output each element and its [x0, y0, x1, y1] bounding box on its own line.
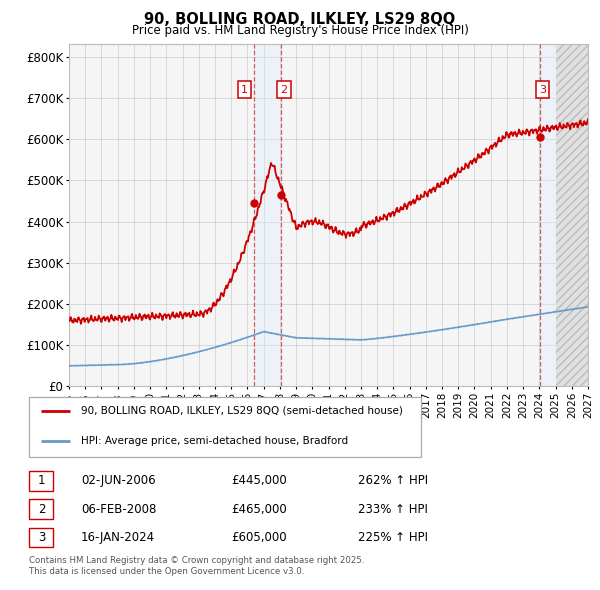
Text: 1: 1	[38, 474, 45, 487]
Text: Price paid vs. HM Land Registry's House Price Index (HPI): Price paid vs. HM Land Registry's House …	[131, 24, 469, 37]
Text: 1: 1	[241, 84, 248, 94]
Text: 2: 2	[280, 84, 287, 94]
FancyBboxPatch shape	[29, 527, 53, 548]
Text: 90, BOLLING ROAD, ILKLEY, LS29 8QQ: 90, BOLLING ROAD, ILKLEY, LS29 8QQ	[145, 12, 455, 27]
Text: £605,000: £605,000	[231, 531, 287, 544]
Text: Contains HM Land Registry data © Crown copyright and database right 2025.
This d: Contains HM Land Registry data © Crown c…	[29, 556, 365, 576]
FancyBboxPatch shape	[29, 397, 421, 457]
Text: 2: 2	[38, 503, 45, 516]
FancyBboxPatch shape	[29, 471, 53, 491]
FancyBboxPatch shape	[29, 499, 53, 519]
Bar	[556, 44, 588, 386]
Text: 02-JUN-2006: 02-JUN-2006	[81, 474, 156, 487]
Text: HPI: Average price, semi-detached house, Bradford: HPI: Average price, semi-detached house,…	[81, 436, 348, 446]
Text: 3: 3	[38, 531, 45, 544]
Text: 262% ↑ HPI: 262% ↑ HPI	[358, 474, 428, 487]
Text: 233% ↑ HPI: 233% ↑ HPI	[358, 503, 427, 516]
Bar	[540, 44, 556, 386]
Bar	[254, 44, 281, 386]
Text: 16-JAN-2024: 16-JAN-2024	[81, 531, 155, 544]
Text: 3: 3	[539, 84, 546, 94]
Text: 06-FEB-2008: 06-FEB-2008	[81, 503, 157, 516]
Text: £465,000: £465,000	[231, 503, 287, 516]
Text: 225% ↑ HPI: 225% ↑ HPI	[358, 531, 428, 544]
Bar	[556, 44, 588, 386]
Text: £445,000: £445,000	[231, 474, 287, 487]
Text: 90, BOLLING ROAD, ILKLEY, LS29 8QQ (semi-detached house): 90, BOLLING ROAD, ILKLEY, LS29 8QQ (semi…	[81, 406, 403, 416]
